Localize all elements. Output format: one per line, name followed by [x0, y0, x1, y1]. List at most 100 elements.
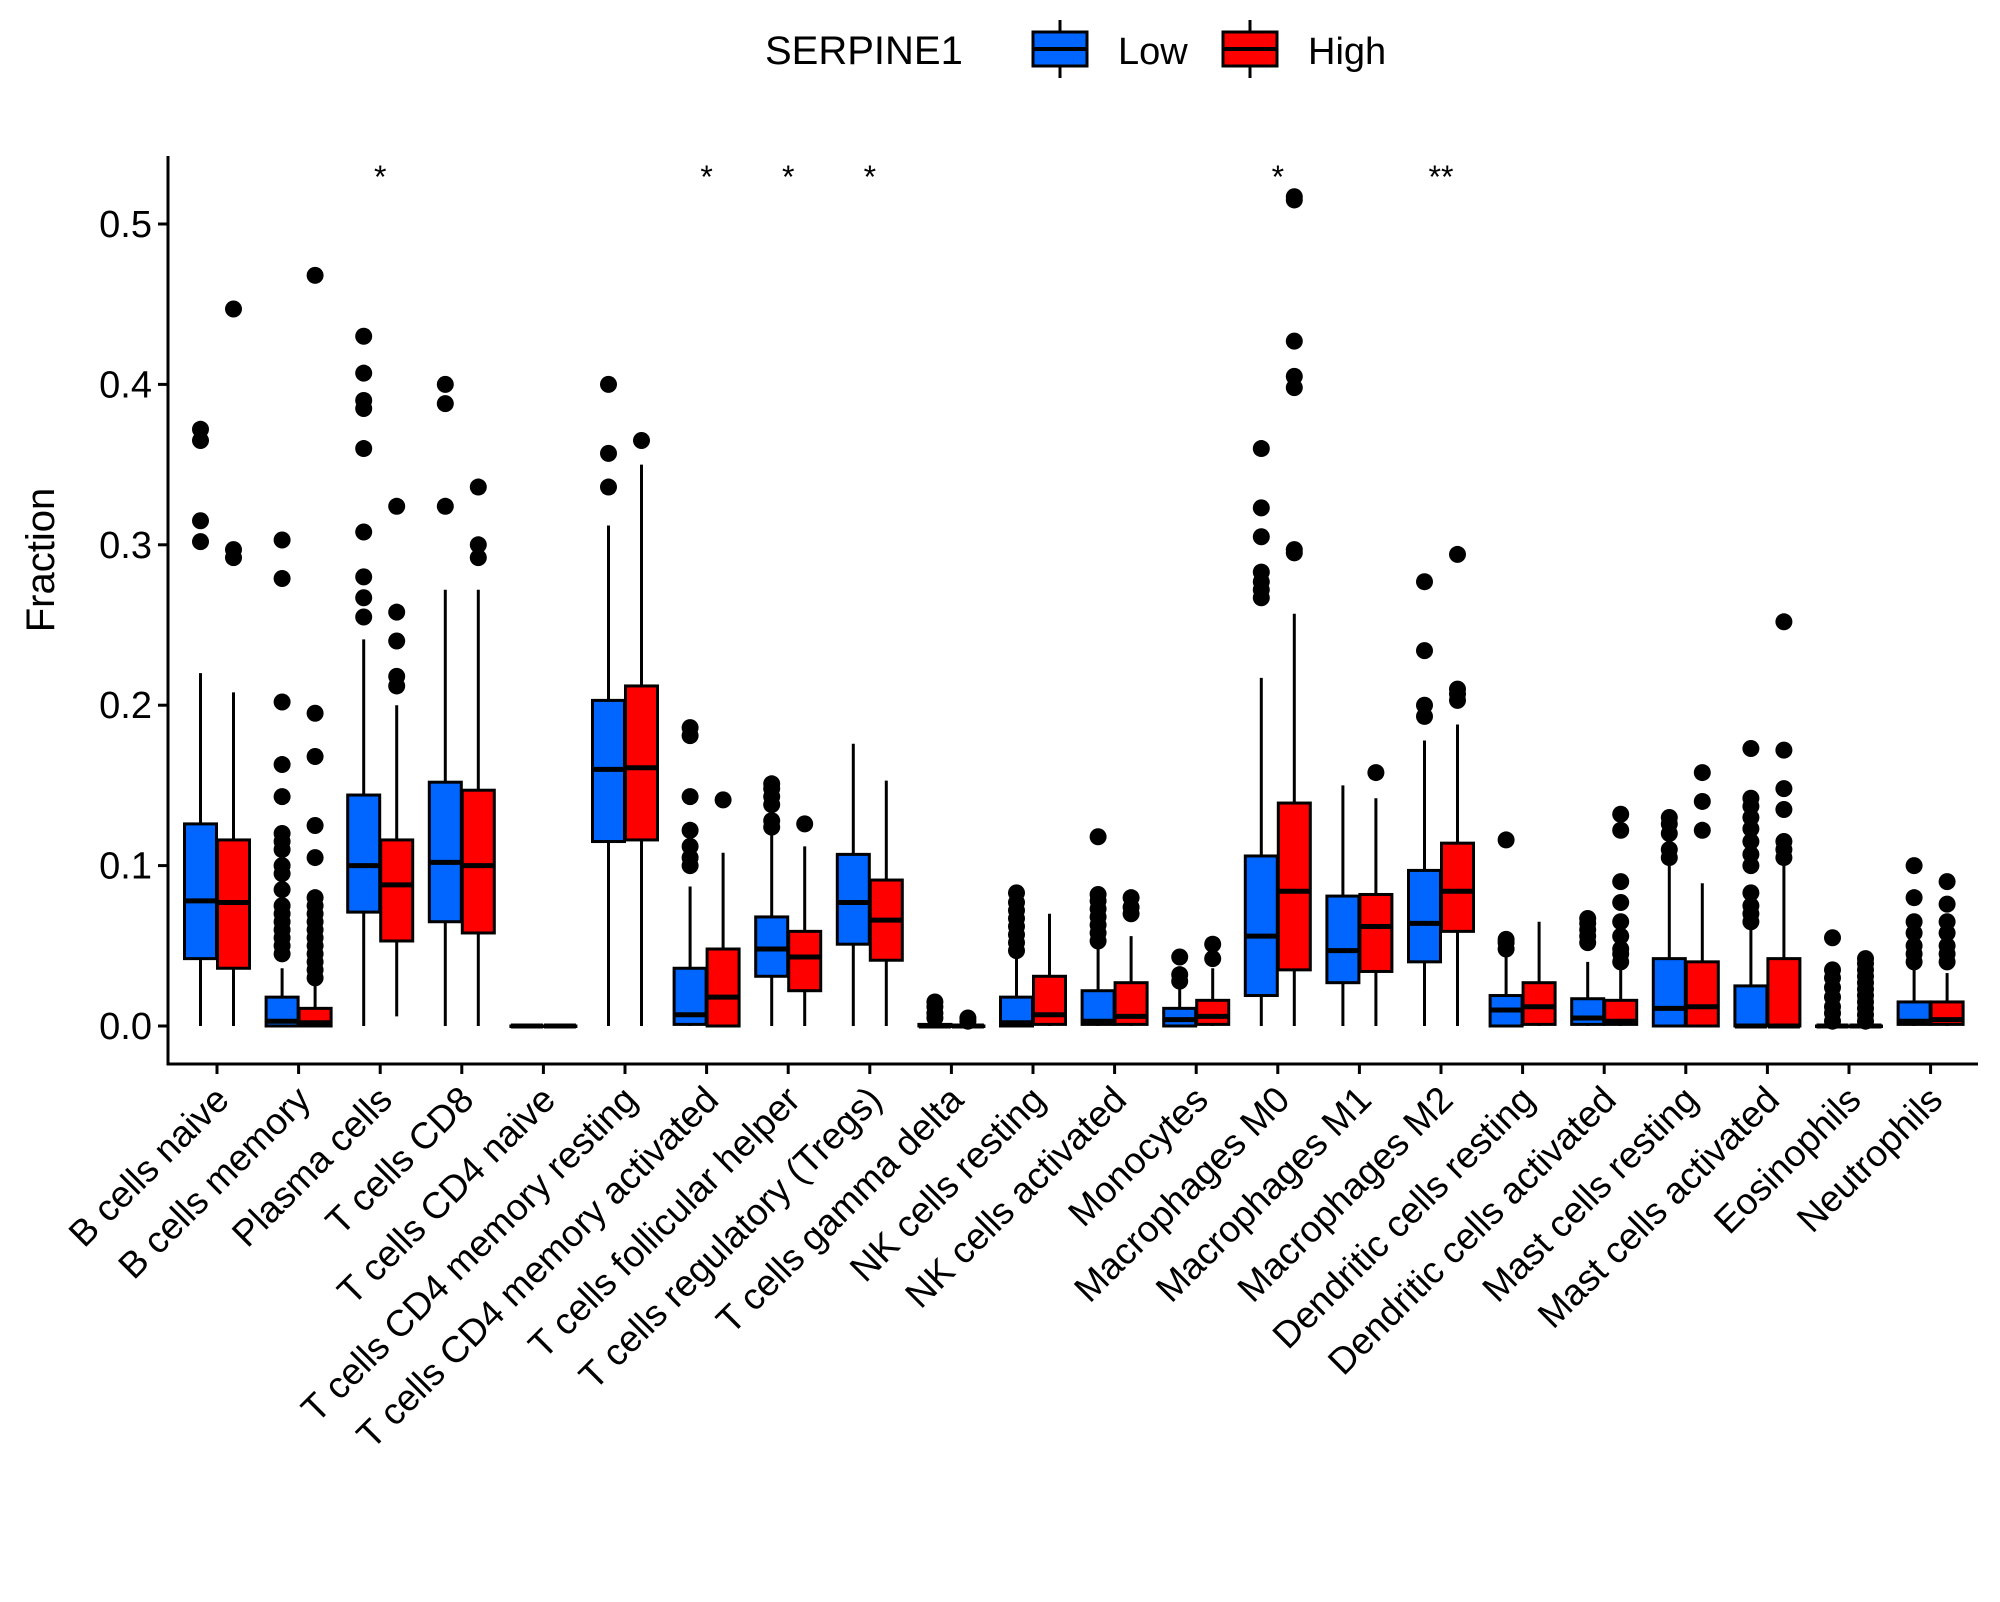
outlier-point: [436, 497, 454, 515]
outlier-point: [273, 897, 291, 915]
outlier-point: [388, 667, 406, 685]
significance-label: *: [374, 159, 386, 195]
outlier-point: [1497, 930, 1515, 948]
box-low: [1407, 573, 1442, 1026]
box-iqr: [460, 788, 496, 935]
box-low: [672, 719, 708, 1026]
outlier-point: [1660, 841, 1678, 859]
box-iqr: [1766, 957, 1802, 1028]
box-low: [1162, 948, 1198, 1028]
box-high: [787, 815, 823, 1026]
box-high: [1195, 935, 1231, 1026]
legend-label: Low: [1118, 31, 1188, 73]
outlier-point: [225, 300, 242, 318]
outlier-point: [681, 719, 699, 737]
outlier-point: [469, 536, 487, 554]
outlier-point: [1612, 927, 1630, 945]
significance-label: *: [700, 159, 712, 195]
outlier-point: [192, 512, 209, 530]
y-tick-label: 0.1: [99, 846, 152, 888]
outlier-point: [1905, 889, 1923, 907]
outlier-point: [1612, 940, 1630, 958]
outlier-point: [763, 812, 781, 830]
outlier-point: [306, 748, 324, 766]
outlier-point: [1775, 833, 1793, 851]
outlier-point: [273, 788, 291, 806]
box-high: [1032, 913, 1067, 1026]
box-iqr: [1521, 981, 1557, 1026]
box-iqr: [379, 838, 415, 943]
box-iqr: [1684, 960, 1720, 1028]
box-high: [1440, 545, 1475, 1026]
outlier-point: [1204, 935, 1222, 953]
box-low: [427, 375, 463, 1026]
box-high: [950, 1009, 986, 1030]
outlier-point: [1285, 188, 1303, 206]
box-low: [509, 1023, 545, 1029]
outlier-point: [436, 375, 454, 393]
outlier-point: [306, 266, 324, 284]
outlier-point: [355, 523, 373, 541]
outlier-point: [1742, 789, 1760, 807]
box-low: [1733, 740, 1769, 1029]
legend: SERPINE1 Low High: [765, 20, 1386, 78]
box-low: [754, 775, 790, 1026]
outlier-point: [1775, 800, 1793, 818]
outlier-point: [681, 788, 699, 806]
outlier-point: [1579, 910, 1597, 928]
outlier-point: [681, 821, 699, 839]
box-iqr: [705, 947, 741, 1028]
outlier-point: [600, 444, 617, 462]
outlier-point: [1089, 828, 1107, 846]
box-iqr: [1358, 892, 1394, 973]
outlier-point: [388, 603, 406, 621]
box-high: [624, 432, 659, 1026]
outlier-point: [1449, 680, 1466, 698]
outlier-point: [681, 837, 699, 855]
outlier-point: [1905, 913, 1923, 931]
outlier-point: [1171, 966, 1189, 984]
box-low: [264, 531, 300, 1028]
y-axis: 0.0 0.1 0.2 0.3 0.4 0.5: [99, 156, 170, 1066]
outlier-point: [763, 775, 781, 793]
outlier-point: [273, 756, 291, 774]
boxes: [183, 188, 1965, 1030]
box-iqr: [1733, 984, 1769, 1028]
outlier-point: [469, 549, 487, 567]
outlier-point: [306, 889, 324, 907]
legend-key-low: Low: [1031, 20, 1188, 78]
box-low: [1243, 440, 1279, 1026]
box-low: [183, 420, 218, 1026]
outlier-point: [273, 531, 291, 549]
box-iqr: [1243, 854, 1279, 998]
legend-label: High: [1308, 31, 1386, 73]
box-iqr: [183, 822, 218, 961]
outlier-point: [388, 632, 406, 650]
box-low: [917, 993, 953, 1029]
box-iqr: [1651, 957, 1687, 1028]
box-high: [868, 780, 904, 1026]
outlier-point: [1742, 845, 1760, 863]
outlier-point: [1693, 821, 1711, 839]
outlier-point: [1938, 895, 1956, 913]
outlier-point: [355, 589, 373, 607]
box-high: [1603, 805, 1639, 1026]
outlier-point: [355, 568, 373, 586]
outlier-point: [1252, 499, 1270, 517]
box-iqr: [1440, 841, 1475, 933]
outlier-point: [1938, 873, 1956, 891]
box-high: [1113, 889, 1149, 1026]
outlier-point: [1660, 808, 1678, 826]
box-low: [591, 375, 626, 1026]
outlier-point: [1742, 897, 1760, 915]
outlier-point: [1857, 950, 1874, 968]
outlier-point: [1824, 929, 1841, 947]
outlier-point: [1905, 937, 1923, 955]
outlier-point: [1742, 884, 1760, 902]
outlier-point: [436, 395, 454, 413]
outlier-point: [273, 693, 291, 711]
box-high: [216, 300, 251, 1026]
box-iqr: [624, 684, 659, 842]
outlier-point: [1416, 696, 1433, 714]
